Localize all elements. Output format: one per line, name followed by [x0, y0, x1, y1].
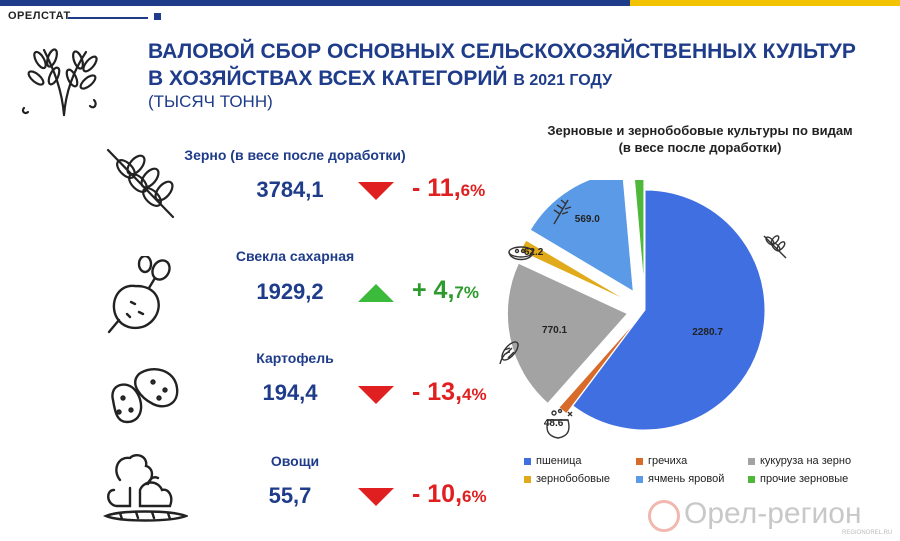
crop-name-beet: Свекла сахарная [235, 248, 355, 264]
barley-small-icon [553, 199, 572, 225]
change-int: 4, [433, 276, 455, 304]
watermark-subtext: REGIONOREL.RU [842, 530, 893, 536]
legend-swatch [636, 475, 643, 483]
crop-change-grain: - 11,6% [412, 174, 485, 203]
change-int: 10, [427, 480, 463, 508]
bowl-icon [508, 246, 534, 261]
crop-name-grain: Зерно (в весе после доработки) [184, 147, 406, 163]
crop-value-beet: 1929,2 [256, 279, 324, 304]
brand-label: ОРЕЛСТАТ [8, 10, 71, 22]
crop-value-vegetables: 55,7 [268, 483, 312, 508]
crop-change-beet: + 4,7% [412, 276, 479, 305]
trend-down-icon [358, 386, 394, 404]
chart-title-line1: Зерновые и зернобобовые культуры по вида… [547, 123, 853, 138]
potato-icon [111, 368, 179, 424]
crop-change-potato: - 13,4% [412, 378, 487, 407]
top-accent-yellow [630, 0, 900, 6]
legend-label: гречиха [648, 455, 688, 467]
crop-value-grain: 3784,1 [256, 177, 324, 202]
change-sign: - [412, 174, 428, 202]
title-main: ВАЛОВОЙ СБОР ОСНОВНЫХ СЕЛЬСКОХОЗЯЙСТВЕНН… [148, 40, 856, 90]
legend-item-corn: кукуруза на зерно [748, 455, 851, 467]
pie-data-label: 770.1 [542, 325, 567, 336]
crop-name-vegetables: Овощи [270, 453, 320, 469]
trend-down-icon [358, 488, 394, 506]
legend-label: зернобобовые [536, 473, 611, 485]
crop-name-potato: Картофель [256, 350, 334, 366]
title-year: В 2021 ГОДУ [513, 72, 613, 89]
chart-title: Зерновые и зернобобовые культуры по вида… [495, 122, 900, 156]
change-dec: 6% [462, 487, 487, 506]
page-title: ВАЛОВОЙ СБОР ОСНОВНЫХ СЕЛЬСКОХОЗЯЙСТВЕНН… [148, 38, 868, 94]
legend-swatch [636, 457, 643, 465]
watermark-logo-icon [648, 500, 680, 532]
change-sign: - [412, 480, 428, 508]
brand-square [154, 13, 161, 20]
legend-swatch [748, 457, 755, 465]
crop-value-potato: 194,4 [262, 380, 318, 405]
pie-data-label: 62.2 [524, 247, 544, 258]
change-dec: 6% [460, 181, 486, 200]
change-dec: 4% [462, 385, 487, 404]
trend-down-icon [358, 182, 394, 200]
legend-item-legumes: зернобобовые [524, 473, 610, 485]
legend-item-barley: ячмень яровой [636, 473, 724, 485]
pie-slice [519, 239, 630, 303]
legend-label: пшеница [536, 455, 582, 467]
legend-item-buckwheat: гречиха [636, 455, 687, 467]
trend-up-icon [358, 284, 394, 302]
watermark-text: Орел-регион [684, 497, 862, 530]
chart-title-line2: (в весе после доработки) [618, 140, 782, 155]
change-sign: + [412, 276, 434, 304]
brand-divider [68, 17, 148, 19]
vegetables-icon [102, 454, 188, 522]
pie-data-label: 48.6 [544, 418, 564, 429]
pie-slice [572, 189, 766, 431]
pie-slice [558, 317, 640, 415]
legend-label: прочие зерновые [760, 473, 849, 485]
pie-data-label: 2280.7 [692, 327, 723, 338]
change-int: 11, [427, 174, 461, 202]
change-int: 13, [427, 378, 463, 406]
page-subtitle: (ТЫСЯЧ ТОНН) [148, 92, 273, 111]
legend-item-other: прочие зерновые [748, 473, 848, 485]
top-accent-bar [0, 0, 900, 6]
pie-slice [529, 180, 634, 293]
legend-item-wheat: пшеница [524, 455, 582, 467]
pie-slice [633, 180, 645, 287]
wheat-logo-icon [21, 48, 98, 117]
buckwheat-sack-icon [546, 408, 573, 439]
legend-label: кукуруза на зерно [760, 455, 852, 467]
pie-slice [506, 262, 629, 405]
change-dec: 7% [454, 283, 479, 302]
beet-icon [107, 256, 171, 334]
pie-data-label: 569.0 [575, 214, 600, 225]
wheat-ear-icon [106, 148, 175, 219]
crop-change-vegetables: - 10,6% [412, 480, 487, 509]
change-sign: - [412, 378, 428, 406]
legend-swatch [524, 457, 531, 465]
corn-icon [499, 341, 519, 365]
legend-swatch [524, 475, 531, 483]
legend-swatch [748, 475, 755, 483]
wheat-small-icon [763, 235, 787, 259]
legend-label: ячмень яровой [648, 473, 725, 485]
